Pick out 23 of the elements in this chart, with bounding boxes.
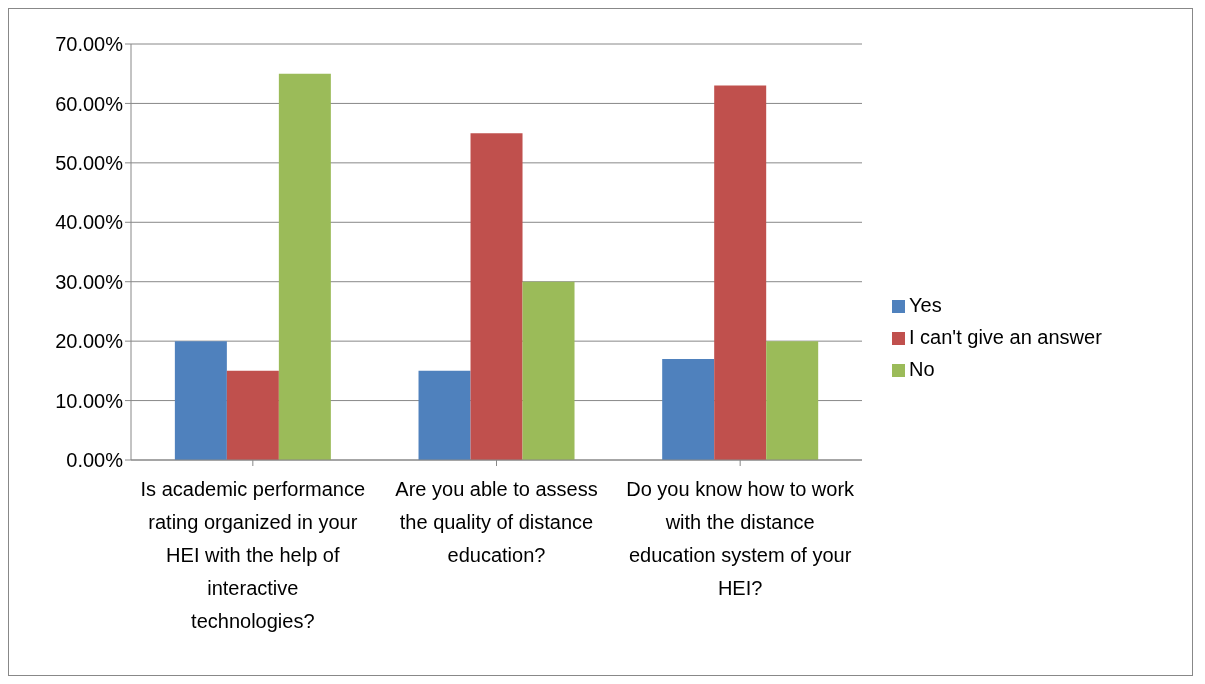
legend-label: No (909, 358, 935, 380)
y-tick-label: 50.00% (55, 151, 124, 174)
bar (278, 73, 331, 460)
x-tick-label: Do you know how to work with the distance education system of your HEI? (626, 478, 856, 599)
y-tick-label: 60.00% (55, 92, 124, 115)
bar (522, 281, 575, 460)
x-tick-label: Is academic performance rating organized in your HEI with the help of interactive technologies? (140, 478, 366, 632)
legend-label: Yes (909, 294, 942, 316)
bar (226, 370, 279, 460)
bar (418, 370, 471, 460)
bar (714, 85, 767, 460)
legend-label: I can't give an answer (909, 326, 1102, 348)
y-tick-label: 30.00% (55, 270, 124, 293)
bar (470, 133, 523, 460)
bar (662, 358, 715, 460)
y-tick-label: 70.00% (55, 33, 124, 56)
y-tick-label: 0.00% (66, 449, 124, 472)
y-tick-label: 20.00% (55, 330, 124, 353)
bar (766, 341, 819, 460)
y-tick-label: 10.00% (55, 389, 124, 412)
x-tick-label: Are you able to assess the quality of distance education? (395, 478, 598, 566)
bar (174, 341, 227, 460)
y-tick-label: 40.00% (55, 211, 124, 234)
